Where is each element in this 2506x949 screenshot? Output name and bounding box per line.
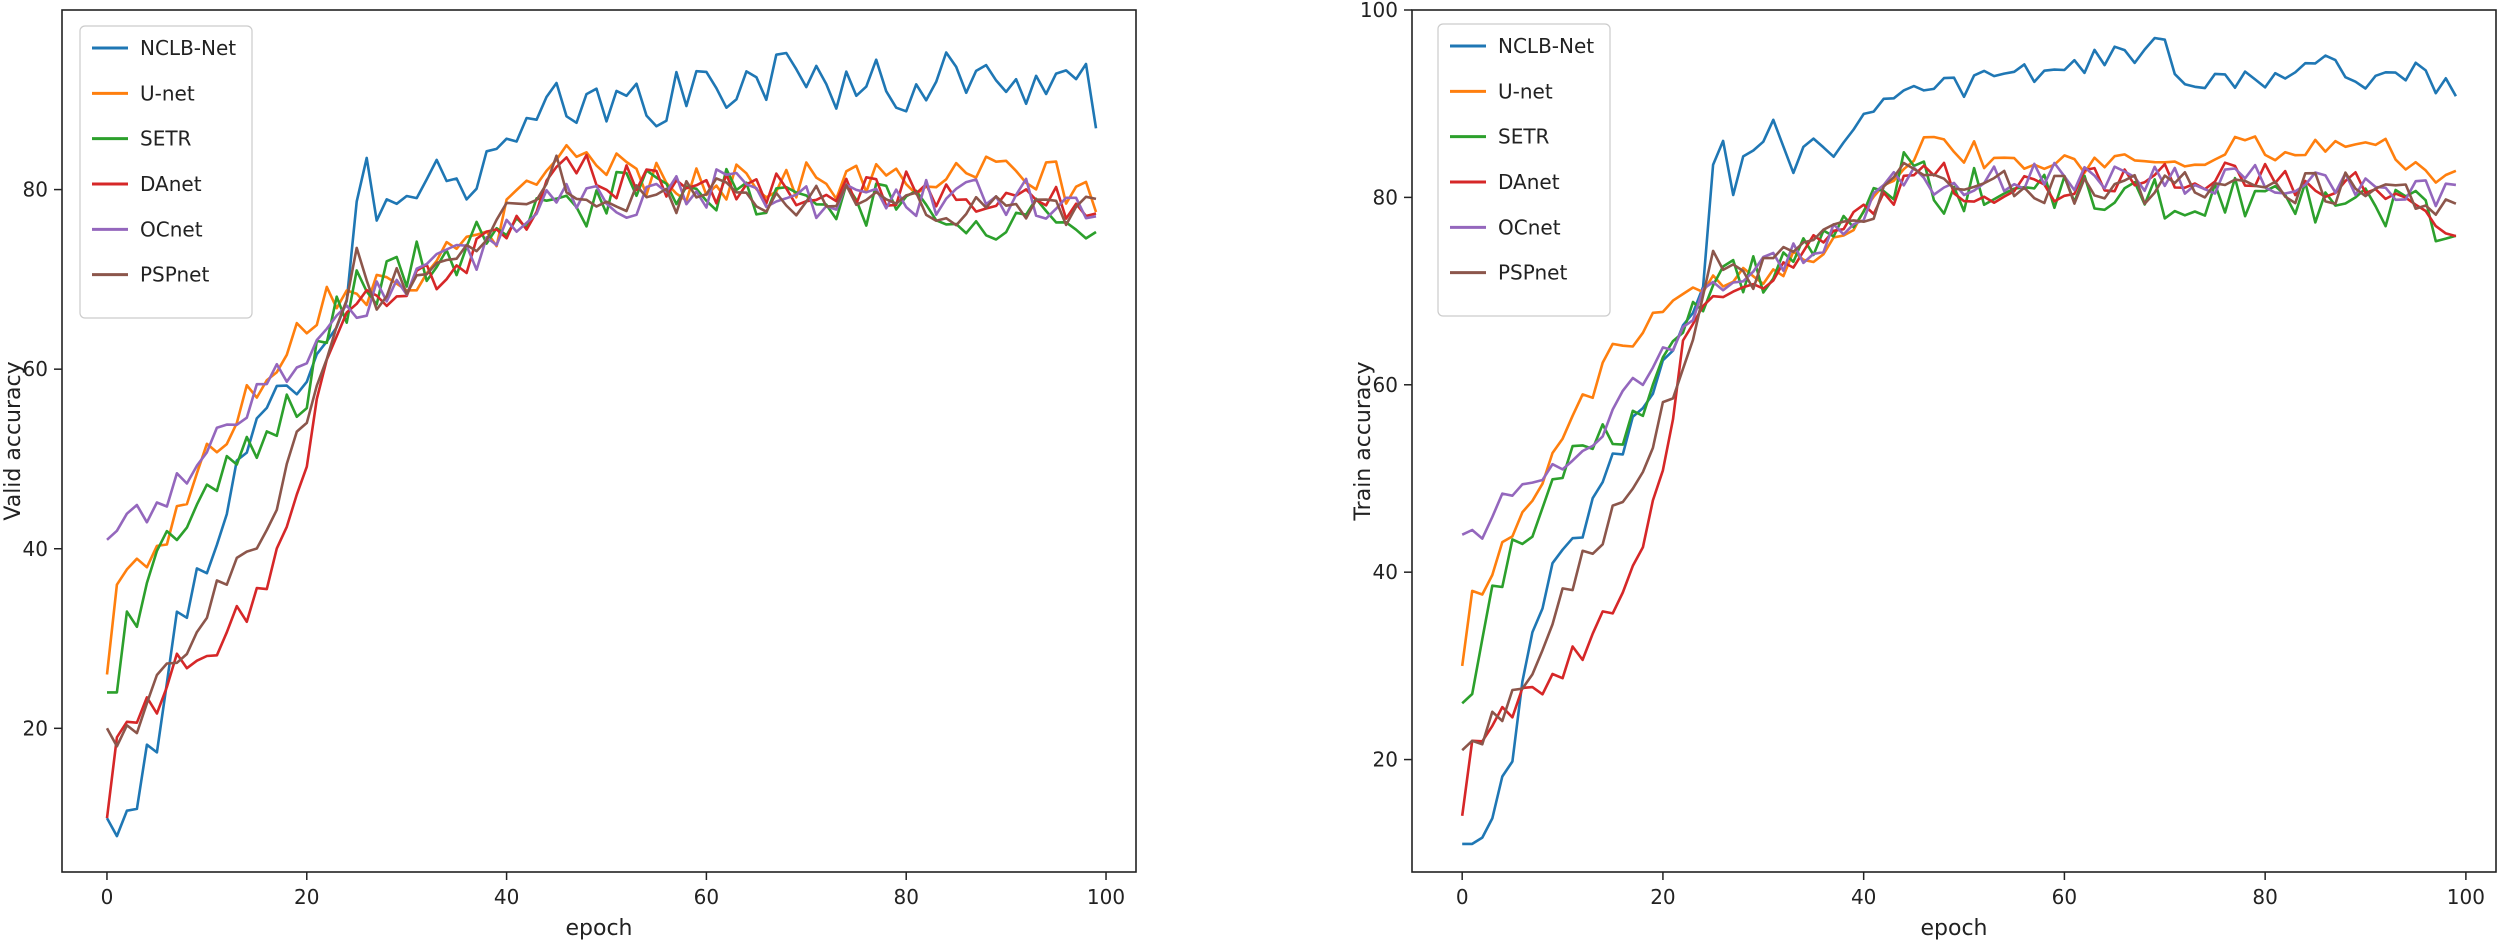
legend-label: NCLB-Net [1498, 34, 1594, 58]
legend-label: NCLB-Net [140, 36, 236, 60]
x-tick-label: 100 [2447, 885, 2485, 909]
y-axis-title: Valid accuracy [1, 361, 26, 520]
y-tick-label: 60 [1373, 373, 1398, 397]
series-line-danet [1460, 161, 2457, 816]
legend: NCLB-Net U-net SETR DAnet OCnet PSPnet [79, 25, 253, 319]
legend-label: SETR [1498, 125, 1550, 149]
legend: NCLB-Net U-net SETR DAnet OCnet PSPnet [1437, 23, 1611, 317]
y-tick-label: 60 [23, 357, 48, 381]
axes-frame [1411, 9, 2497, 873]
series-line-pspnet [1461, 161, 2457, 752]
y-tick-label: 80 [1373, 185, 1398, 209]
legend-label: OCnet [140, 217, 203, 241]
valid-accuracy-chart: 0 20 40 60 80 100 20 40 60 80 epoch Valid accuracy N… [1, 9, 1137, 941]
legend-label: DAnet [140, 172, 202, 196]
x-tick-label: 0 [101, 885, 114, 909]
series-line-ocnet [106, 168, 1097, 541]
series-line-pspnet [105, 154, 1097, 748]
x-tick-label: 20 [294, 885, 319, 909]
legend-label: U-net [140, 81, 195, 105]
legend-box [1437, 23, 1611, 317]
y-tick-label: 40 [1373, 560, 1398, 584]
y-axis-title: Train accuracy [1351, 361, 1376, 521]
x-tick-label: 100 [1087, 885, 1125, 909]
series-line-u-net [1460, 135, 2457, 667]
legend-label: PSPnet [1498, 261, 1567, 285]
x-tick-label: 80 [893, 885, 918, 909]
x-tick-label: 40 [1851, 885, 1876, 909]
axes-frame [61, 9, 1137, 873]
y-tick-label: 40 [23, 537, 48, 561]
y-tick-label: 80 [23, 178, 48, 202]
x-tick-label: 40 [494, 885, 519, 909]
legend-label: PSPnet [140, 263, 209, 287]
x-tick-label: 60 [2052, 885, 2077, 909]
x-axis-title: epoch [1921, 916, 1988, 941]
y-tick-label: 100 [1360, 0, 1398, 22]
x-tick-label: 20 [1650, 885, 1675, 909]
series-line-nclb-net [105, 51, 1098, 838]
x-tick-label: 80 [2252, 885, 2277, 909]
x-tick-label: 0 [1456, 885, 1469, 909]
train-accuracy-chart: 0 20 40 60 80 100 20 40 60 80 100 epoch Train accura… [1351, 0, 2497, 941]
series-line-setr [1461, 151, 2457, 705]
legend-label: OCnet [1498, 215, 1561, 239]
x-axis-title: epoch [566, 916, 633, 941]
series-line-setr [107, 167, 1097, 694]
y-tick-label: 20 [23, 716, 48, 740]
y-tick-label: 20 [1373, 748, 1398, 772]
legend-box [79, 25, 253, 319]
x-tick-label: 60 [694, 885, 719, 909]
legend-label: DAnet [1498, 170, 1560, 194]
series-line-nclb-net [1462, 36, 2458, 846]
legend-label: U-net [1498, 79, 1553, 103]
legend-label: SETR [140, 127, 192, 151]
